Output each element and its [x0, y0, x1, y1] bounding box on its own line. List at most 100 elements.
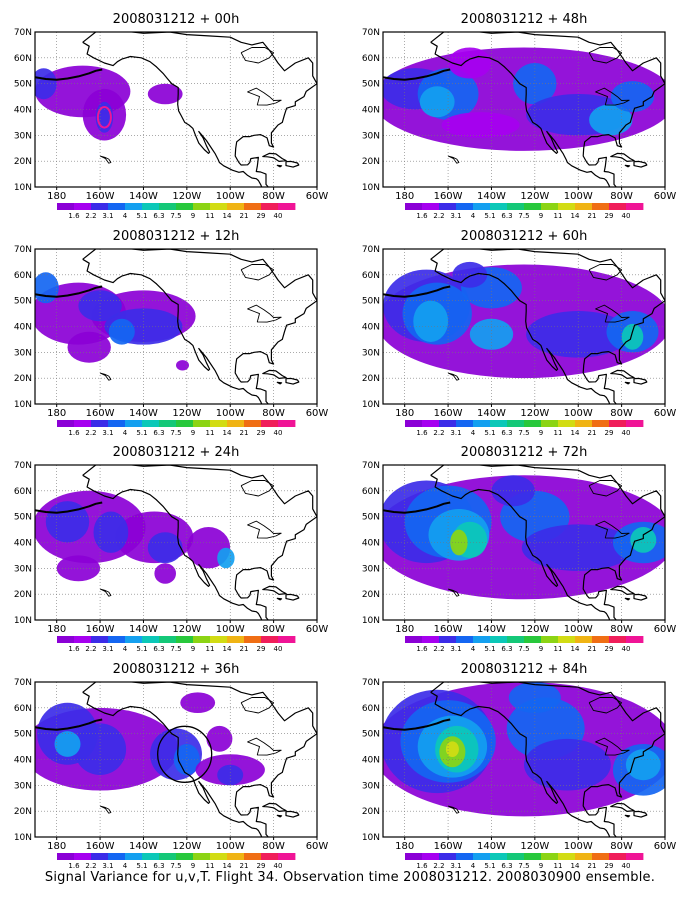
colorbar-swatch [142, 636, 160, 643]
colorbar-label: 1.6 [416, 645, 428, 653]
lon-tick-label: 120W [520, 841, 549, 852]
variance-contour [621, 323, 644, 350]
variance-contour [452, 261, 488, 288]
lat-tick-label: 30N [14, 131, 32, 141]
colorbar-label: 40 [274, 645, 283, 653]
colorbar-swatch [456, 203, 474, 210]
lon-tick-label: 100W [216, 408, 245, 419]
colorbar: 1.6 2.2 3.1 4 5.1 6.3 7.5 9 11 14 21 29 40 [405, 203, 644, 220]
colorbar-swatch [609, 853, 627, 860]
colorbar-label: 2.2 [433, 862, 444, 870]
lon-tick-label: 140W [129, 841, 158, 852]
colorbar-label: 11 [206, 212, 215, 220]
colorbar-swatch [74, 636, 92, 643]
colorbar-label: 14 [223, 212, 232, 220]
lat-tick-label: 10N [362, 833, 380, 843]
colorbar-label: 40 [274, 862, 283, 870]
lat-tick-label: 30N [14, 781, 32, 791]
colorbar-label: 7.5 [170, 212, 181, 220]
lat-tick-label: 20N [362, 374, 380, 384]
colorbar-swatch [57, 420, 75, 427]
colorbar-swatch [609, 420, 627, 427]
colorbar-swatch [422, 636, 440, 643]
lon-tick-label: 180 [47, 191, 66, 202]
colorbar-label: 21 [240, 429, 249, 437]
colorbar-swatch [524, 853, 542, 860]
variance-shading [383, 475, 665, 600]
lat-tick-label: 40N [14, 323, 32, 333]
variance-shading [383, 47, 665, 151]
colorbar-swatch [142, 203, 160, 210]
map-panel: 2008031212 + 00h 70N 60N 50N 40N 30N 20N 10N 180… [14, 12, 329, 220]
colorbar-swatch [592, 636, 610, 643]
variance-contour [154, 563, 176, 584]
colorbar-label: 4 [123, 212, 128, 220]
lat-tick-label: 50N [362, 80, 380, 90]
map-panel: 2008031212 + 60h 70N 60N 50N 40N 30N 20N 10N 180… [362, 229, 677, 437]
colorbar-label: 4 [123, 862, 128, 870]
map-frame [34, 464, 318, 621]
colorbar-swatch [439, 420, 457, 427]
lon-tick-label: 140W [477, 408, 506, 419]
gridlines [35, 465, 317, 620]
colorbar-label: 6.3 [501, 212, 512, 220]
colorbar-swatch [473, 853, 491, 860]
lat-tick-label: 40N [362, 106, 380, 116]
lat-tick-label: 40N [14, 539, 32, 549]
colorbar-swatch [193, 853, 211, 860]
variance-shading [383, 682, 665, 817]
colorbar-swatch [108, 420, 126, 427]
colorbar-swatch [159, 203, 177, 210]
colorbar-swatch [473, 420, 491, 427]
lon-tick-label: 120W [520, 624, 549, 635]
lon-tick-label: 120W [172, 408, 201, 419]
gridlines [35, 32, 317, 187]
colorbar-swatch [439, 853, 457, 860]
colorbar-swatch [227, 420, 245, 427]
colorbar-swatch [490, 853, 508, 860]
lon-tick-label: 60W [654, 624, 677, 635]
lat-tick-label: 20N [14, 374, 32, 384]
lon-tick-label: 160W [86, 841, 115, 852]
colorbar-label: 6.3 [501, 429, 512, 437]
lon-tick-label: 160W [434, 408, 463, 419]
colorbar-swatch [193, 636, 211, 643]
variance-contour [419, 86, 455, 118]
panel-title: 2008031212 + 60h [461, 229, 588, 244]
variance-shading [35, 65, 183, 141]
lat-tick-label: 30N [14, 348, 32, 358]
colorbar-label: 1.6 [68, 862, 80, 870]
colorbar-swatch [609, 203, 627, 210]
lon-tick-label: 140W [129, 408, 158, 419]
colorbar-swatch [524, 420, 542, 427]
coastline [383, 32, 665, 187]
panel-title: 2008031212 + 36h [113, 662, 240, 677]
lon-tick-label: 160W [434, 841, 463, 852]
colorbar-label: 14 [571, 212, 580, 220]
lon-tick-label: 100W [564, 624, 593, 635]
colorbar-label: 4 [471, 645, 476, 653]
colorbar-label: 3.1 [450, 212, 461, 220]
lon-tick-label: 80W [610, 408, 633, 419]
lat-tick-label: 30N [362, 131, 380, 141]
variance-contour [74, 723, 127, 775]
colorbar-swatch [626, 203, 644, 210]
colorbar-label: 40 [622, 862, 631, 870]
variance-contour [35, 272, 59, 304]
lat-tick-label: 10N [14, 833, 32, 843]
colorbar-swatch [405, 203, 423, 210]
colorbar-label: 29 [605, 212, 614, 220]
colorbar-label: 14 [571, 862, 580, 870]
colorbar-label: 7.5 [518, 429, 529, 437]
variance-contour [56, 555, 101, 582]
colorbar-swatch [439, 203, 457, 210]
variance-contour [521, 524, 635, 571]
colorbar-label: 6.3 [153, 645, 164, 653]
colorbar-swatch [558, 203, 576, 210]
colorbar-swatch [456, 420, 474, 427]
lon-tick-label: 120W [172, 624, 201, 635]
map-frame [382, 681, 666, 838]
colorbar-label: 14 [223, 862, 232, 870]
lon-tick-label: 100W [216, 624, 245, 635]
